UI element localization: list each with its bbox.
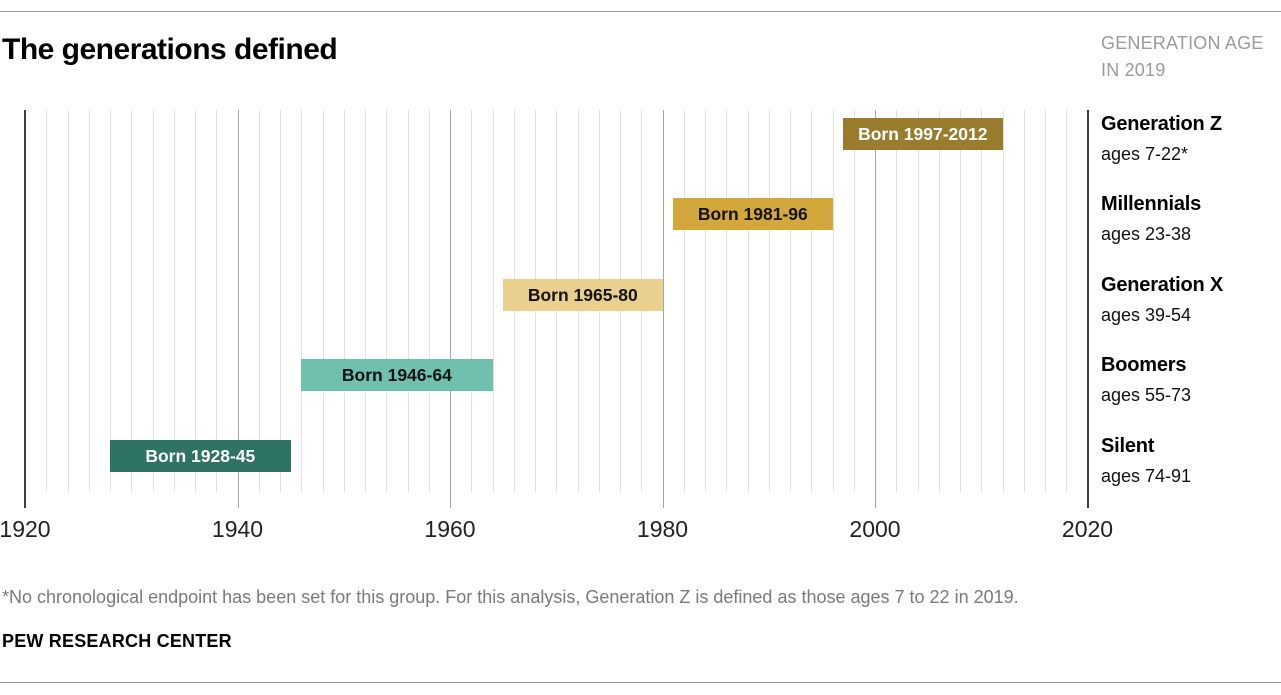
x-tick-1980: 1980 [636, 516, 689, 542]
gridline-minor-1924 [67, 110, 69, 492]
gridline-2000 [875, 110, 876, 508]
gridline-minor-1962 [471, 110, 473, 492]
row-label-boomers: Boomers ages 55-73 [1101, 354, 1279, 404]
gridline-minor-1938 [216, 110, 218, 492]
page-title: The generations defined [2, 33, 338, 66]
gridline-1980 [662, 110, 664, 508]
gridline-minor-1988 [747, 110, 749, 492]
gridline-minor-1942 [258, 110, 260, 492]
bar-silent: Born 1928-45 [110, 439, 291, 472]
x-tick-1940: 1940 [211, 516, 264, 542]
gridline-minor-1926 [88, 110, 90, 492]
source-attribution: PEW RESEARCH CENTER [2, 631, 232, 651]
gridline-minor-2012 [1002, 110, 1004, 492]
x-tick-1920: 1920 [0, 516, 51, 542]
gridline-minor-1944 [280, 110, 281, 492]
gridline-minor-1982 [683, 110, 685, 492]
x-tick-2000: 2000 [849, 516, 901, 542]
generation-age-range: ages 7-22* [1101, 143, 1189, 164]
gridline-minor-1930 [131, 110, 133, 492]
gridline-minor-1952 [365, 110, 366, 492]
generation-age-range: ages 23-38 [1101, 224, 1192, 244]
plot-area: 1920 1940 1960 1980 2000 2020 Born 1997-2012 Ge… [0, 110, 1279, 542]
bar-generation-z: Born 1997-2012 [843, 117, 1003, 150]
x-tick-2020: 2020 [1061, 516, 1114, 542]
top-divider [0, 11, 1281, 12]
generation-name: Generation X [1101, 273, 1224, 296]
gridline-minor-1994 [811, 110, 813, 492]
gridline-minor-1986 [726, 110, 728, 492]
age-note-line-1: GENERATION AGE [1101, 33, 1264, 53]
bar-millennials: Born 1981-96 [673, 198, 833, 230]
generation-age-range: ages 74-91 [1101, 465, 1192, 486]
generation-name: Silent [1101, 434, 1155, 457]
gridline-minor-1948 [322, 110, 324, 492]
gridline-minor-1936 [195, 110, 196, 492]
gridline-minor-1996 [832, 110, 834, 492]
gridline-minor-1964 [492, 110, 494, 492]
row-label-generation-x: Generation X ages 39-54 [1101, 274, 1279, 324]
generation-name: Boomers [1101, 354, 1187, 376]
gridline-minor-1992 [790, 110, 791, 492]
gridline-minor-1984 [705, 110, 706, 492]
gridline-minor-1998 [853, 110, 855, 492]
gridline-minor-1950 [343, 110, 345, 492]
gridline-minor-1932 [152, 110, 154, 492]
bar-boomers: Born 1946-64 [301, 359, 493, 391]
gridline-1960 [450, 110, 451, 508]
gridline-minor-2008 [960, 110, 961, 492]
generation-name: Generation Z [1101, 112, 1222, 135]
bottom-divider [0, 682, 1281, 683]
gridline-minor-1990 [768, 110, 770, 492]
footnote: *No chronological endpoint has been set … [2, 587, 1019, 607]
generation-age-range: ages 55-73 [1101, 385, 1192, 405]
x-tick-1960: 1960 [424, 516, 476, 542]
gridline-minor-2006 [938, 110, 940, 492]
gridline-minor-1934 [173, 110, 175, 492]
gridline-minor-2010 [981, 110, 983, 492]
generation-age-range: ages 39-54 [1101, 304, 1192, 325]
gridline-1920 [24, 110, 26, 508]
gridline-minor-1958 [428, 110, 430, 492]
gridline-minor-2004 [917, 110, 919, 492]
gridline-minor-2014 [1023, 110, 1025, 492]
gridline-minor-2016 [1045, 110, 1046, 492]
gridline-1940 [237, 110, 239, 508]
gridline-minor-2018 [1066, 110, 1068, 492]
generation-name: Millennials [1101, 193, 1202, 215]
gridline-2020 [1086, 110, 1089, 508]
gridline-minor-2002 [896, 110, 898, 492]
gridline-minor-1946 [301, 110, 303, 492]
gridline-minor-1922 [46, 110, 48, 492]
age-note-line-2: IN 2019 [1101, 60, 1166, 80]
gridline-minor-1956 [407, 110, 409, 492]
bar-generation-x: Born 1965-80 [503, 278, 663, 311]
gridline-minor-1954 [386, 110, 388, 492]
row-label-silent: Silent ages 74-91 [1101, 435, 1279, 485]
row-label-generation-z: Generation Z ages 7-22* [1101, 113, 1279, 163]
gridline-minor-1928 [110, 110, 111, 492]
row-label-millennials: Millennials ages 23-38 [1101, 193, 1279, 243]
age-in-2019-note: GENERATION AGE IN 2019 [1101, 30, 1281, 84]
